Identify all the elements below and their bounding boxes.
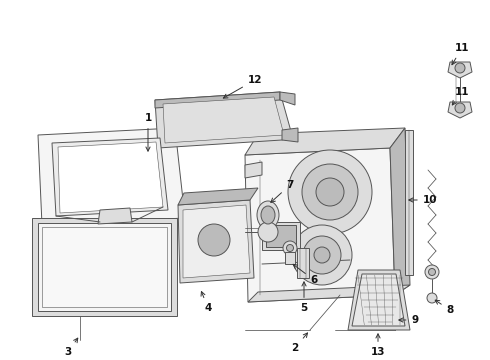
Ellipse shape [257, 201, 279, 229]
Polygon shape [390, 128, 410, 295]
Polygon shape [38, 128, 185, 225]
Text: 1: 1 [145, 113, 151, 151]
Circle shape [455, 103, 465, 113]
Bar [262, 222, 300, 250]
Polygon shape [248, 285, 410, 302]
Polygon shape [245, 128, 405, 155]
Circle shape [288, 150, 372, 234]
Polygon shape [348, 270, 410, 330]
Text: 7: 7 [271, 180, 294, 202]
Polygon shape [245, 162, 262, 178]
Polygon shape [352, 274, 405, 326]
Circle shape [427, 293, 437, 303]
Text: 11: 11 [452, 43, 469, 65]
Circle shape [314, 247, 330, 263]
Text: 9: 9 [399, 315, 418, 325]
Polygon shape [155, 92, 292, 148]
Polygon shape [52, 138, 168, 216]
Text: 10: 10 [409, 195, 437, 205]
Text: 11: 11 [452, 87, 469, 105]
Polygon shape [163, 97, 284, 143]
Circle shape [302, 164, 358, 220]
Circle shape [428, 269, 436, 275]
Circle shape [198, 224, 230, 256]
Text: 2: 2 [292, 333, 308, 353]
Ellipse shape [261, 206, 275, 224]
Polygon shape [178, 188, 258, 205]
Polygon shape [448, 62, 472, 78]
Text: 3: 3 [64, 338, 78, 357]
Circle shape [258, 222, 278, 242]
Bar [266, 225, 296, 247]
Bar [38, 223, 171, 311]
Polygon shape [280, 92, 295, 105]
Polygon shape [282, 128, 298, 142]
Circle shape [188, 214, 240, 266]
Polygon shape [448, 102, 472, 118]
Bar [297, 248, 309, 278]
Text: 6: 6 [293, 264, 318, 285]
Polygon shape [178, 200, 254, 283]
Bar [32, 218, 177, 316]
Bar [405, 130, 413, 275]
Circle shape [292, 225, 352, 285]
Polygon shape [58, 142, 163, 213]
Polygon shape [155, 92, 280, 108]
Bar [285, 252, 295, 264]
Bar [42, 227, 167, 307]
Circle shape [316, 178, 344, 206]
Circle shape [455, 63, 465, 73]
Circle shape [287, 244, 294, 252]
Text: 4: 4 [201, 292, 212, 313]
Polygon shape [183, 205, 250, 278]
Text: 8: 8 [435, 300, 454, 315]
Circle shape [283, 241, 297, 255]
Circle shape [425, 265, 439, 279]
Polygon shape [98, 208, 132, 224]
Text: 5: 5 [300, 282, 308, 313]
Circle shape [303, 236, 341, 274]
Polygon shape [245, 148, 395, 302]
Text: 13: 13 [371, 334, 385, 357]
Text: 12: 12 [223, 75, 262, 98]
